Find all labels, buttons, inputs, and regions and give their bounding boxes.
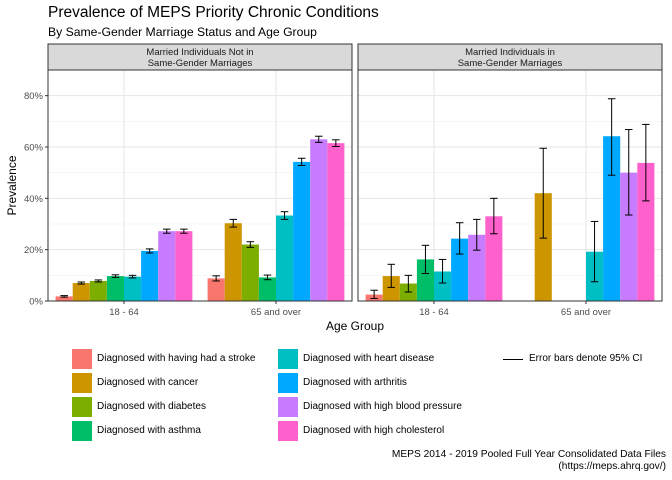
error-bar-p1-c2-s6 [297,157,306,166]
legend-label-4: Diagnosed with asthma [97,425,201,436]
bar-p1-c2-s5 [276,215,294,301]
legend-label-7: Diagnosed with high blood pressure [303,401,462,412]
bar-p2-c1-s8 [485,216,503,301]
error-bar-p1-c2-s4 [263,274,272,281]
bar-p1-c2-s6 [293,161,311,301]
legend-label-6: Diagnosed with arthritis [303,377,407,388]
bar-p2-c2-s6 [603,136,621,301]
error-bar-p1-c1-s3 [94,279,103,283]
y-tick-label: 20% [24,245,44,256]
legend-error-bar-note: Error bars denote 95% CI [529,353,643,364]
chart-subtitle: By Same-Gender Marriage Status and Age G… [48,25,317,39]
error-bar-p1-c1-s7 [162,228,171,234]
error-bar-p1-c2-s8 [332,139,340,147]
facet-label-2-line2: Same-Gender Marriages [458,58,563,69]
error-bar-p2-c2-s2 [539,147,548,239]
panel-border-2 [357,69,663,302]
legend-label-8: Diagnosed with high cholesterol [303,425,445,436]
bar-p1-c1-s6 [141,250,159,301]
error-bar-p1-c1-s8 [180,228,188,234]
bar-p1-c2-s4 [258,277,276,301]
error-bar-p2-c1-s8 [490,197,498,235]
error-bar-p1-c1-s6 [145,248,154,254]
error-bar-p2-c1-s4 [421,244,430,275]
y-tick-label: 60% [24,143,44,154]
error-bar-p1-c2-s7 [314,135,323,143]
error-bar-p2-c2-s6 [607,98,616,176]
chart-title: Prevalence of MEPS Priority Chronic Cond… [48,4,379,21]
error-bar-p1-c1-s5 [128,274,137,279]
error-bar-p2-c1-s2 [387,263,396,288]
bar-p2-c1-s2 [382,276,400,301]
error-bar-p2-c2-s8 [642,123,650,202]
y-tick-label: 0% [29,297,43,308]
y-tick-label: 40% [24,194,44,205]
error-bar-p1-c2-s2 [229,218,238,228]
bar-p2-c2-s8 [637,162,655,301]
bar-p2-c1-s5 [434,271,452,301]
legend-key-3 [72,397,92,417]
bar-p2-c2-s7 [620,172,638,301]
bar-p2-c1-s4 [416,259,434,301]
error-bar-p2-c1-s7 [472,218,481,251]
bar-p1-c1-s5 [124,276,142,301]
legend-key-8 [278,421,298,441]
x-tick-label: 65 and over [561,307,611,318]
legend-key-6 [278,373,298,393]
x-tick-label: 18 - 64 [109,307,139,318]
bar-p2-c1-s6 [451,238,469,301]
facet-label-1-line2: Same-Gender Marriages [148,58,253,69]
bar-p2-c1-s7 [468,234,486,301]
facet-strip-1 [47,43,353,71]
error-bar-p2-c2-s7 [624,129,633,216]
error-bar-p1-c2-s1 [212,275,220,282]
bar-p2-c2-s2 [534,193,552,301]
legend-label-3: Diagnosed with diabetes [97,401,206,412]
error-bar-p1-c2-s3 [246,241,255,248]
error-bar-p2-c1-s1 [370,289,378,299]
bar-p1-c2-s7 [310,139,328,301]
bar-p1-c2-s2 [224,223,242,301]
bar-p1-c1-s2 [72,283,90,301]
legend-label-2: Diagnosed with cancer [97,377,199,388]
error-bar-p2-c1-s5 [438,258,447,284]
error-bar-p1-c2-s5 [280,211,289,220]
error-bar-p1-c1-s2 [77,281,86,285]
chart-caption: MEPS 2014 - 2019 Pooled Full Year Consol… [391,449,666,472]
error-bar-p1-c1-s4 [111,274,120,278]
bar-p1-c1-s4 [106,276,124,301]
bar-p1-c1-s7 [158,231,176,301]
x-tick-label: 65 and over [251,307,301,318]
y-tick-label: 80% [24,91,44,102]
legend-key-2 [72,373,92,393]
panel-border-1 [47,69,353,302]
legend-key-7 [278,397,298,417]
error-bar-p2-c2-s5 [590,220,599,283]
x-axis-title: Age Group [326,319,384,333]
bar-p1-c1-s8 [175,231,193,301]
legend-key-1 [72,349,92,369]
legend-error-bar-key [503,359,523,360]
legend-label-1: Diagnosed with having had a stroke [97,353,256,364]
error-bar-p2-c1-s6 [455,222,464,255]
bar-p1-c2-s8 [327,143,345,301]
facet-label-2-line1: Married Individuals in [465,47,555,58]
error-bar-p1-c1-s1 [60,295,68,298]
legend-key-5 [278,349,298,369]
facet-label-1-line1: Married Individuals Not in [146,47,253,58]
bar-p1-c2-s3 [241,244,259,301]
bar-p1-c2-s1 [207,278,225,301]
legend-label-5: Diagnosed with heart disease [303,353,435,364]
x-tick-label: 18 - 64 [419,307,449,318]
bar-p1-c1-s1 [55,296,73,301]
y-axis-title: Prevalence [5,155,19,215]
facet-strip-2 [357,43,663,71]
error-bar-p2-c1-s3 [404,274,413,293]
legend-key-4 [72,421,92,441]
bar-p1-c1-s3 [89,280,107,301]
